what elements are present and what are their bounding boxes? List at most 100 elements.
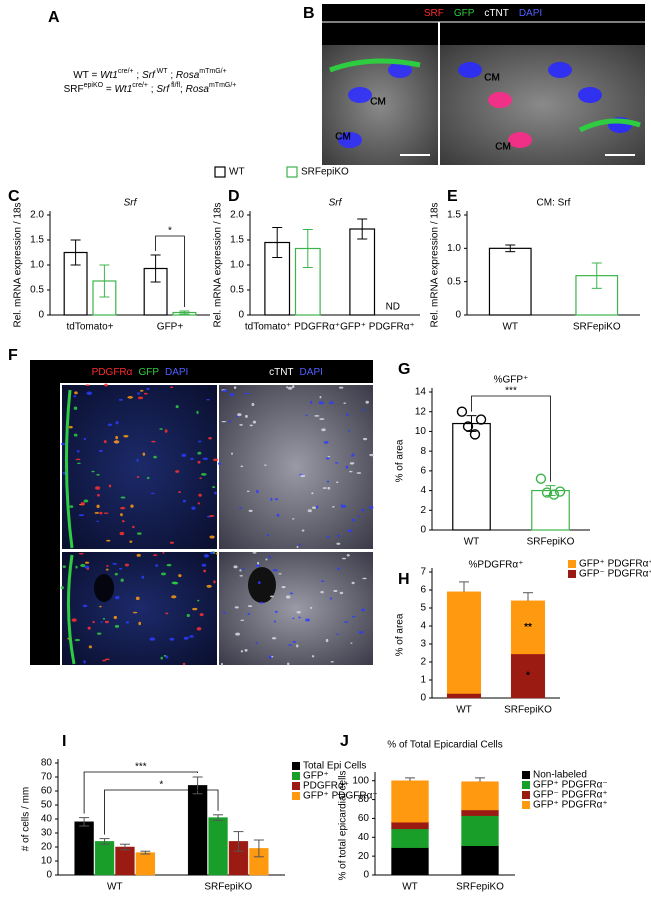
cell-dot bbox=[301, 529, 305, 532]
y-tick-label: 14 bbox=[415, 387, 427, 398]
genotype-part: Rosa bbox=[186, 84, 210, 95]
cell-dot bbox=[99, 605, 102, 608]
cell-dot bbox=[104, 383, 108, 387]
cell-dot bbox=[103, 512, 109, 514]
data-point bbox=[541, 487, 553, 498]
cell-dot bbox=[358, 631, 364, 634]
x-tick-label: GFP⁺ PDGFRα⁺ bbox=[340, 322, 415, 333]
legend-swatch bbox=[286, 166, 298, 178]
cell-dot bbox=[60, 442, 66, 446]
cell-dot bbox=[73, 406, 78, 410]
cell-dot bbox=[315, 505, 319, 509]
cell-dot bbox=[94, 511, 100, 514]
legend-label: GFP⁻ PDGFRα⁺ bbox=[579, 569, 651, 580]
significance-bracket bbox=[471, 395, 551, 482]
significance-bracket bbox=[83, 771, 199, 814]
cell-dot bbox=[118, 567, 123, 570]
cell-dot bbox=[345, 465, 349, 469]
stain: cTNT bbox=[484, 8, 508, 19]
genotype-part: mTmG/+ bbox=[209, 82, 236, 89]
genotype-part: ; bbox=[168, 70, 176, 81]
cell-dot bbox=[245, 414, 248, 418]
legend-label: GFP⁺ PDGFRα⁺ bbox=[533, 800, 608, 811]
cell-dot bbox=[85, 384, 90, 386]
cell-dot bbox=[365, 400, 369, 404]
cell-dot bbox=[240, 650, 244, 653]
panel-label: G bbox=[398, 361, 410, 378]
cell-dot bbox=[326, 480, 330, 483]
bar bbox=[446, 591, 482, 694]
y-tick-label: 40 bbox=[358, 832, 370, 843]
y-axis-label: Rel. mRNA expression / 18s bbox=[213, 202, 224, 327]
legend-swatch bbox=[522, 791, 530, 799]
cell-dot bbox=[212, 458, 219, 462]
cell-dot bbox=[268, 555, 271, 559]
bar bbox=[510, 653, 546, 699]
y-tick-label: 0.5 bbox=[230, 285, 244, 296]
cell-dot bbox=[113, 440, 120, 444]
cell-dot bbox=[114, 624, 120, 628]
cell-dot bbox=[249, 424, 253, 427]
bar bbox=[187, 785, 208, 876]
cell-dot bbox=[213, 580, 216, 584]
significance: * bbox=[168, 226, 172, 237]
cell-dot bbox=[305, 618, 310, 622]
legend-label: GFP⁺ bbox=[303, 771, 329, 782]
y-tick-label: 0 bbox=[238, 310, 244, 321]
cell-dot bbox=[75, 458, 81, 461]
bar bbox=[74, 821, 94, 876]
chart-title: CM: Srf bbox=[537, 198, 571, 209]
cell-dot bbox=[259, 601, 264, 604]
y-axis-label: % of area bbox=[395, 613, 406, 656]
cell-dot bbox=[274, 610, 278, 613]
cell-dot bbox=[292, 385, 295, 388]
cell-dot bbox=[362, 437, 368, 441]
cell-dot bbox=[321, 428, 326, 432]
y-tick-label: 5 bbox=[420, 603, 426, 614]
cell-dot bbox=[347, 529, 353, 533]
bar bbox=[94, 841, 115, 876]
cell-dot bbox=[120, 578, 124, 582]
x-tick-label: SRFepiKO bbox=[527, 537, 575, 548]
legend-swatch bbox=[568, 570, 576, 578]
cell-dot bbox=[120, 496, 126, 499]
cell-dot bbox=[87, 626, 91, 630]
bar bbox=[135, 852, 156, 876]
cell-dot bbox=[150, 492, 155, 495]
cell-dot bbox=[119, 531, 125, 536]
cell-dot bbox=[338, 386, 344, 389]
y-tick-label: 20 bbox=[41, 842, 53, 853]
cell-dot bbox=[336, 633, 339, 635]
cell-dot bbox=[186, 613, 190, 618]
cell-dot bbox=[296, 644, 299, 648]
cell-dot bbox=[351, 616, 356, 618]
cell-dot bbox=[248, 509, 253, 513]
cell-dot bbox=[175, 405, 179, 409]
cell-dot bbox=[137, 532, 142, 535]
cell-dot bbox=[228, 420, 232, 423]
cell-dot bbox=[138, 621, 142, 626]
micrograph bbox=[62, 552, 217, 665]
cell-dot bbox=[256, 490, 259, 494]
cell-dot bbox=[60, 586, 64, 590]
cell-dot bbox=[69, 505, 74, 508]
cell-dot bbox=[257, 561, 260, 565]
cell-dot bbox=[326, 536, 331, 538]
cell-dot bbox=[274, 498, 279, 501]
genotype-part: epiKO bbox=[84, 82, 104, 89]
cell-dot bbox=[330, 661, 334, 663]
y-tick-label: 2.0 bbox=[230, 210, 244, 221]
cell-dot bbox=[166, 563, 172, 567]
cell-dot bbox=[272, 569, 278, 572]
cell-dot bbox=[252, 420, 257, 424]
cell-dot bbox=[88, 645, 92, 649]
cell-dot bbox=[278, 573, 282, 575]
cell-dot bbox=[340, 504, 343, 507]
cell-dot bbox=[83, 499, 89, 503]
legend-label: WT bbox=[229, 167, 245, 178]
bar bbox=[488, 247, 532, 316]
cell-dot bbox=[74, 638, 81, 642]
chart-title: %PDGFRα⁺ bbox=[469, 560, 524, 571]
cell-dot bbox=[169, 637, 175, 641]
